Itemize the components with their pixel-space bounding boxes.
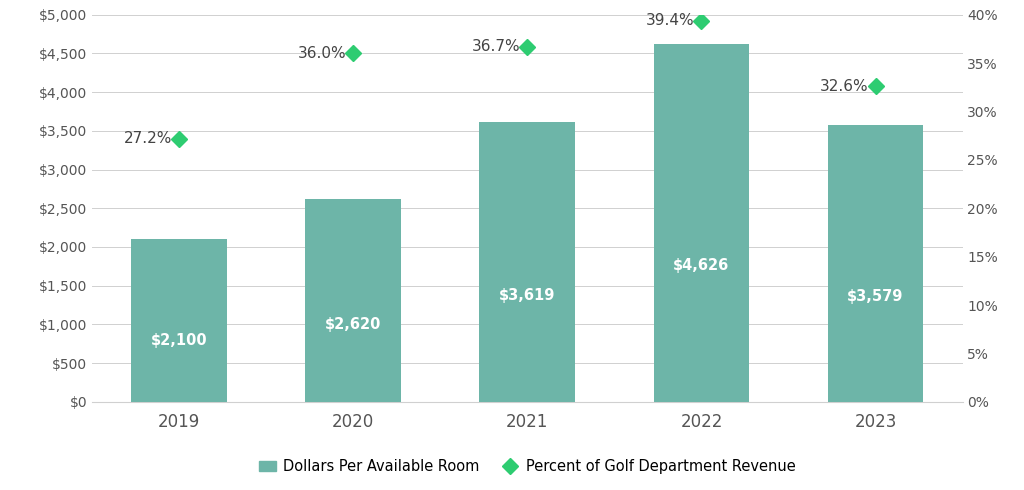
Bar [131, 239, 227, 402]
Bar [305, 199, 401, 402]
Text: 32.6%: 32.6% [820, 79, 868, 94]
Text: 36.0%: 36.0% [298, 46, 346, 61]
Text: $3,579: $3,579 [847, 289, 904, 304]
Text: $4,626: $4,626 [674, 258, 729, 273]
Text: $2,100: $2,100 [151, 333, 208, 347]
Bar [827, 125, 924, 402]
Text: $2,620: $2,620 [325, 317, 382, 332]
Text: 36.7%: 36.7% [472, 39, 520, 54]
Bar [653, 44, 750, 402]
Text: $3,619: $3,619 [499, 288, 556, 303]
Legend: Dollars Per Available Room, Percent of Golf Department Revenue: Dollars Per Available Room, Percent of G… [253, 453, 802, 480]
Text: 27.2%: 27.2% [124, 131, 172, 146]
Text: 39.4%: 39.4% [646, 13, 694, 28]
Bar [479, 122, 575, 402]
